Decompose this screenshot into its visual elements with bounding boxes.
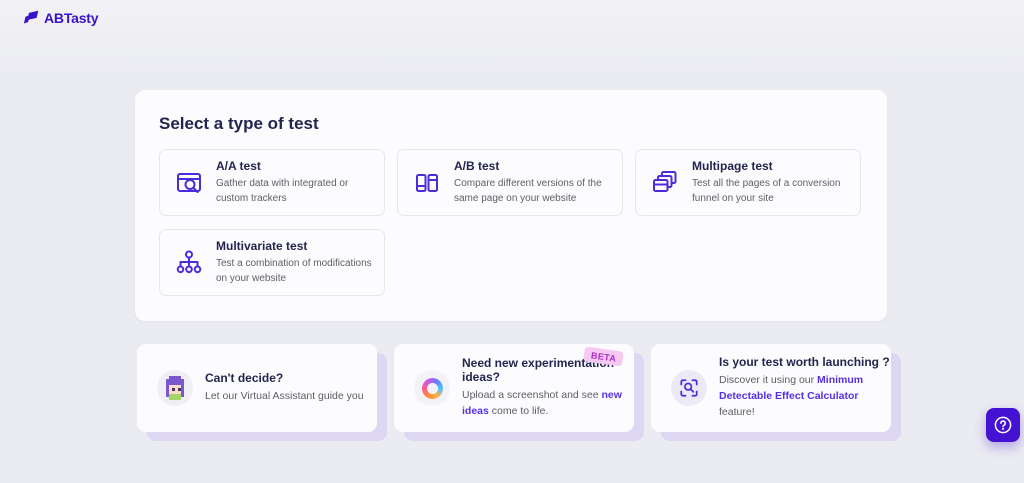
test-card-title: A/B test xyxy=(454,159,500,173)
promo-card-title: Can't decide? xyxy=(205,371,284,386)
promo-card-title: Need new experimentation ideas? xyxy=(462,356,615,385)
test-card-title: Multivariate test xyxy=(216,239,308,253)
mde-calculator-link[interactable]: Minimum Detectable Effect Calculator xyxy=(719,374,864,403)
test-card-aa[interactable]: A/A test Gather data with integrated or … xyxy=(159,149,385,216)
new-ideas-link[interactable]: new ideas xyxy=(462,389,622,417)
promo-card-title: Is your test worth launching ? xyxy=(719,355,890,370)
test-card-ab[interactable]: A/B test Compare different versions of t… xyxy=(397,149,623,216)
split-window-icon xyxy=(412,168,442,198)
test-card-multipage[interactable]: Multipage test Test all the pages of a c… xyxy=(635,149,861,216)
virtual-assistant-avatar xyxy=(157,370,193,406)
scan-search-icon xyxy=(671,370,707,406)
promo-card-description: Discover it using our Minimum Detectable… xyxy=(719,374,864,418)
promo-card-description: Let our Virtual Assistant guide you xyxy=(205,390,364,403)
help-button[interactable] xyxy=(986,408,1020,442)
abtasty-logo-text: ABTasty xyxy=(44,9,99,26)
test-cards-grid: A/A test Gather data with integrated or … xyxy=(159,149,861,296)
virtual-assistant-card[interactable]: Can't decide? Let our Virtual Assistant … xyxy=(137,344,377,432)
stacked-pages-icon xyxy=(650,168,680,198)
test-card-title: Multipage test xyxy=(692,159,773,173)
test-card-description: Gather data with integrated or custom tr… xyxy=(216,178,349,204)
question-circle-icon xyxy=(993,415,1013,435)
test-card-title: A/A test xyxy=(216,159,261,173)
ai-gradient-ring-icon xyxy=(414,370,450,406)
test-card-description: Compare different versions of the same p… xyxy=(454,178,602,204)
test-card-multivariate[interactable]: Multivariate test Test a combination of … xyxy=(159,229,385,296)
promo-card-description: Upload a screenshot and see new ideas co… xyxy=(462,389,622,417)
browser-search-icon xyxy=(174,168,204,198)
abtasty-logo[interactable]: ABTasty xyxy=(22,9,99,26)
tree-icon xyxy=(174,248,204,278)
mde-calculator-card[interactable]: Is your test worth launching ? Discover … xyxy=(651,344,891,432)
experimentation-ideas-card[interactable]: BETA Need new experimentation ideas? Upl… xyxy=(394,344,634,432)
test-selection-panel: Select a type of test A/A test Gather da… xyxy=(135,90,887,321)
page-title: Select a type of test xyxy=(159,114,319,133)
abtasty-flag-icon xyxy=(23,10,39,24)
test-card-description: Test all the pages of a conversion funne… xyxy=(692,178,841,204)
test-card-description: Test a combination of modifications on y… xyxy=(216,258,372,284)
